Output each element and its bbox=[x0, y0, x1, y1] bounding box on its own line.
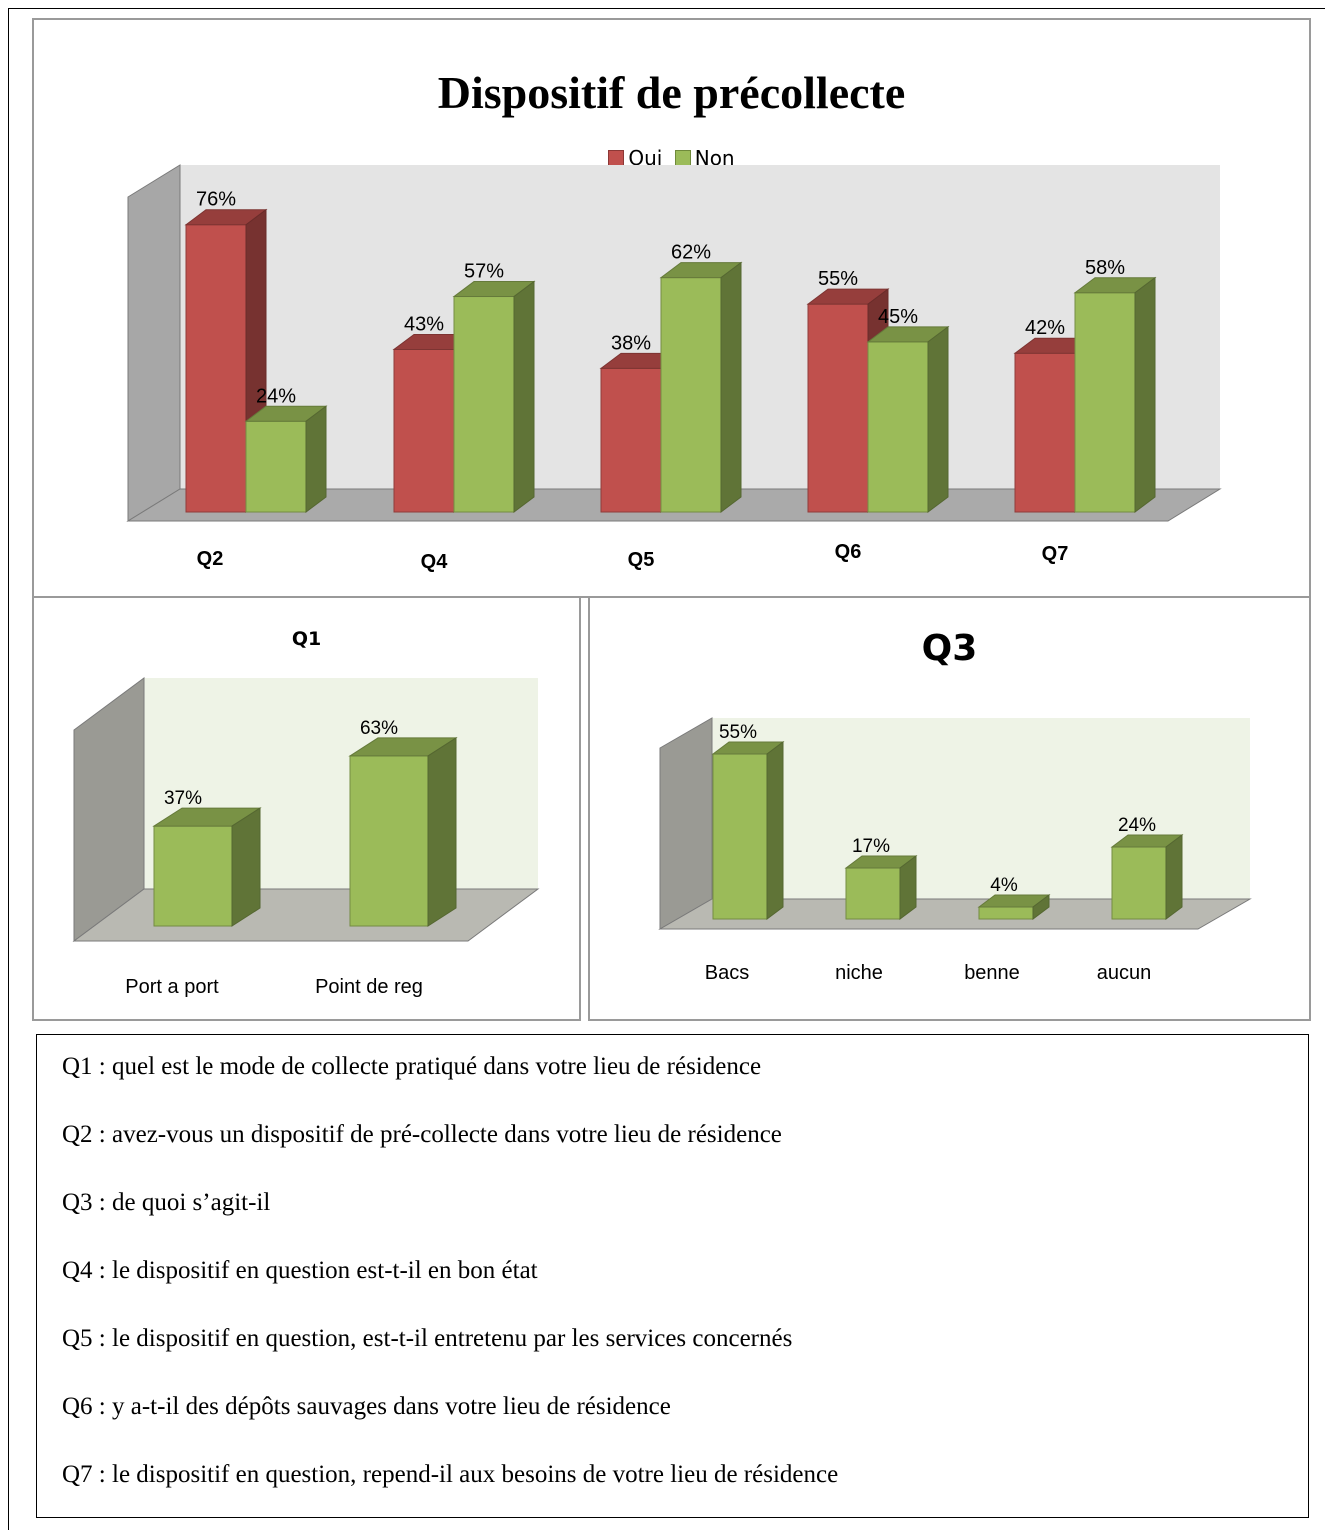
question-definitions-box: Q1 : quel est le mode de collecte pratiq… bbox=[36, 1034, 1309, 1518]
bar-front bbox=[807, 303, 869, 513]
bar-value-label: 17% bbox=[852, 836, 890, 857]
bar-front bbox=[978, 906, 1034, 920]
bar-front bbox=[1014, 352, 1076, 513]
q1-chart-panel: Q1 37% Port a port 63% Point de reg bbox=[32, 596, 581, 1021]
chart-side-wall bbox=[659, 717, 713, 930]
definition-q3: Q3 : de quoi s’agit-il bbox=[62, 1189, 271, 1216]
page-top-rule bbox=[8, 8, 1325, 9]
bar-value-label: 62% bbox=[671, 242, 711, 264]
definition-q5: Q5 : le dispositif en question, est-t-il… bbox=[62, 1325, 793, 1352]
bar-front bbox=[245, 420, 307, 513]
bar-value-label: 24% bbox=[256, 385, 296, 407]
bar-value-label: 76% bbox=[196, 189, 236, 211]
bar-value-label: 63% bbox=[360, 718, 398, 739]
bar-value-label: 57% bbox=[464, 261, 504, 283]
bar-front bbox=[453, 296, 515, 513]
chart-floor bbox=[658, 898, 1252, 930]
category-label-q2: Q2 bbox=[197, 548, 224, 570]
q1-chart-title: Q1 bbox=[291, 628, 322, 650]
category-label-q7: Q7 bbox=[1042, 543, 1069, 565]
bar-side bbox=[231, 807, 261, 927]
category-label-aucun: aucun bbox=[1097, 962, 1152, 984]
category-label-q4: Q4 bbox=[421, 551, 449, 573]
bar-value-label: 38% bbox=[611, 332, 651, 354]
bar-side bbox=[1134, 276, 1156, 513]
category-label-q1-0: Port a port bbox=[125, 976, 219, 998]
chart-floor bbox=[72, 888, 540, 942]
bar-front bbox=[867, 341, 929, 513]
main-chart-svg: 76% 24% Q2 43% 57% Q4 38% 62% Q5 55% 45% Q6 42% 58% Q7 bbox=[126, 164, 1222, 573]
bar-value-label: 58% bbox=[1085, 257, 1125, 279]
main-chart-title: Dispositif de précollecte bbox=[437, 67, 906, 118]
bar-side bbox=[427, 736, 457, 927]
bar-value-label: 42% bbox=[1025, 317, 1065, 339]
bar-value-label: 37% bbox=[164, 788, 202, 809]
bar-front bbox=[1111, 846, 1167, 920]
q3-chart-svg: 55% Bacs 17% niche 4% benne 24% aucun bbox=[658, 717, 1252, 984]
category-label-q6: Q6 bbox=[835, 541, 862, 563]
bar-side bbox=[1165, 834, 1183, 920]
category-label-benne: benne bbox=[964, 962, 1020, 984]
definition-q7: Q7 : le dispositif en question, repend-i… bbox=[62, 1461, 839, 1488]
chart-side-wall bbox=[127, 164, 181, 522]
bar-front bbox=[393, 348, 455, 513]
bar-side bbox=[766, 741, 784, 920]
definition-q1: Q1 : quel est le mode de collecte pratiq… bbox=[62, 1053, 762, 1080]
q3-chart-title: Q3 bbox=[921, 628, 978, 669]
bar-front bbox=[712, 753, 768, 920]
bar-value-label: 43% bbox=[404, 313, 444, 335]
category-label-q5: Q5 bbox=[628, 549, 655, 571]
bar-side bbox=[720, 261, 742, 513]
q3-chart-panel: Q3 55% Bacs 17% niche 4% benne 24% aucun bbox=[588, 596, 1311, 1021]
definition-q6: Q6 : y a-t-il des dépôts sauvages dans v… bbox=[62, 1393, 671, 1420]
bar-front bbox=[660, 277, 722, 513]
bar-value-label: 45% bbox=[878, 306, 918, 328]
q1-chart-svg: 37% Port a port 63% Point de reg bbox=[72, 677, 540, 998]
bar-side bbox=[305, 405, 327, 513]
bar-front bbox=[845, 867, 901, 920]
category-label-Bacs: Bacs bbox=[705, 962, 749, 984]
bar-front bbox=[349, 755, 429, 927]
bar-front bbox=[153, 825, 233, 927]
main-chart-panel: Dispositif de précollecte Oui Non 76% 24%… bbox=[32, 18, 1311, 598]
bar-value-label: 55% bbox=[719, 722, 757, 743]
bar-side bbox=[927, 325, 949, 513]
page-left-rule bbox=[8, 8, 9, 1530]
bar-front bbox=[600, 367, 662, 513]
bar-side bbox=[1032, 894, 1050, 920]
bar-value-label: 4% bbox=[990, 875, 1018, 896]
bar-front bbox=[185, 224, 247, 513]
bar-value-label: 55% bbox=[818, 268, 858, 290]
category-label-q1-1: Point de reg bbox=[315, 976, 423, 998]
bar-front bbox=[1074, 292, 1136, 513]
definition-q2: Q2 : avez-vous un dispositif de pré-coll… bbox=[62, 1121, 782, 1148]
category-label-niche: niche bbox=[835, 962, 883, 984]
bar-value-label: 24% bbox=[1118, 815, 1156, 836]
definition-q4: Q4 : le dispositif en question est-t-il … bbox=[62, 1257, 538, 1284]
bar-side bbox=[899, 855, 917, 920]
bar-side bbox=[513, 280, 535, 513]
